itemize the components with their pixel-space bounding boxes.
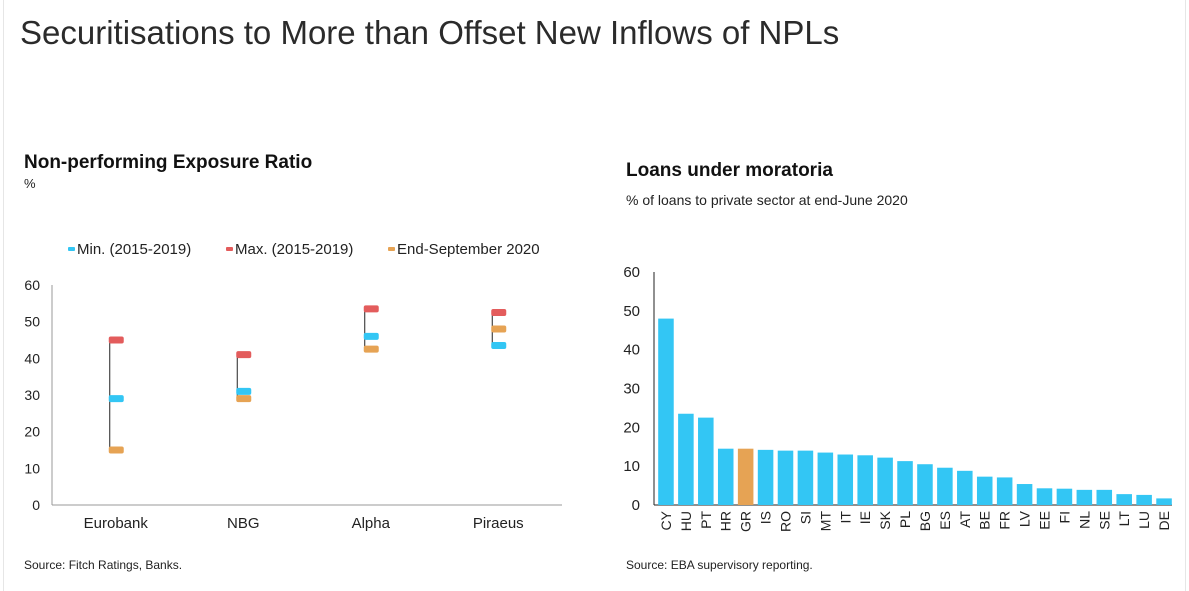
x-tick-label: BG — [917, 511, 933, 531]
page-frame — [3, 0, 1186, 591]
y-tick-label: 10 — [623, 458, 640, 475]
bar-at — [957, 470, 973, 505]
bar-is — [757, 449, 774, 505]
bar-pt — [698, 417, 714, 505]
bar-es — [937, 467, 953, 505]
legend-marker-1 — [226, 247, 233, 251]
x-tick-label: CY — [658, 510, 674, 530]
marker-eurobank-1 — [108, 336, 124, 344]
y-tick-label: 30 — [623, 381, 640, 398]
x-tick-label: FI — [1056, 511, 1072, 523]
marker-eurobank-0 — [108, 395, 124, 403]
npe-chart: 0 10 20 30 40 50 60 Min. (2015-2019) Max. (2015-… — [24, 241, 562, 532]
bar-hr — [717, 448, 734, 505]
bar-fi — [1056, 488, 1073, 505]
y-tick-label: 60 — [24, 277, 40, 293]
marker-nbg-0 — [236, 387, 252, 395]
x-tick-label: SE — [1096, 511, 1112, 530]
x-tick-label: HU — [678, 511, 694, 531]
marker-piraeus-2 — [491, 325, 507, 333]
x-tick-label: AT — [957, 511, 973, 528]
marker-eurobank-2 — [108, 446, 124, 454]
y-tick-label: 0 — [32, 497, 40, 513]
x-tick-label: PL — [897, 511, 913, 528]
marker-nbg-2 — [236, 395, 252, 403]
y-tick-label: 40 — [24, 350, 40, 366]
marker-alpha-0 — [363, 332, 379, 340]
x-tick-label: GR — [738, 511, 754, 532]
x-tick-label: IT — [837, 511, 853, 524]
bar-ie — [857, 455, 873, 505]
bar-sk — [877, 457, 893, 505]
legend-label-2: End-September 2020 — [397, 241, 540, 258]
bar-ro — [777, 450, 794, 505]
x-tick-label: IS — [758, 511, 774, 524]
npe-chart-source: Source: Fitch Ratings, Banks. — [24, 558, 183, 572]
bar-hu — [678, 413, 694, 505]
bar-gr — [737, 448, 754, 505]
y-tick-label: 10 — [24, 460, 40, 476]
x-tick-label: RO — [778, 511, 794, 532]
marker-alpha-2 — [363, 345, 379, 353]
y-tick-label: 40 — [623, 342, 640, 359]
x-tick-label: NL — [1076, 511, 1092, 529]
y-tick-label: 60 — [623, 264, 640, 281]
x-tick-label: NBG — [227, 515, 260, 532]
bar-cy — [658, 318, 674, 505]
bar-lu — [1136, 494, 1152, 505]
x-tick-label: LT — [1116, 511, 1132, 527]
x-tick-label: SK — [877, 510, 893, 529]
x-tick-label: SI — [797, 511, 813, 524]
x-tick-label: HR — [718, 511, 734, 531]
x-tick-label: LV — [1017, 510, 1033, 527]
marker-piraeus-0 — [491, 342, 507, 349]
moratoria-chart-subtitle: % of loans to private sector at end-June… — [626, 192, 908, 208]
bar-mt — [817, 452, 834, 505]
x-tick-label: ES — [937, 511, 953, 530]
bar-de — [1156, 498, 1172, 505]
marker-alpha-1 — [363, 305, 379, 313]
x-tick-label: Alpha — [352, 515, 391, 532]
y-tick-label: 20 — [623, 419, 640, 436]
legend-label-1: Max. (2015-2019) — [235, 241, 353, 258]
x-tick-label: BE — [977, 511, 993, 530]
y-tick-label: 20 — [24, 424, 40, 440]
marker-nbg-1 — [236, 351, 252, 359]
x-tick-label: MT — [817, 511, 833, 532]
y-tick-label: 0 — [632, 497, 640, 514]
moratoria-chart-source: Source: EBA supervisory reporting. — [626, 558, 813, 572]
x-tick-label: Eurobank — [84, 515, 149, 532]
x-tick-label: DE — [1156, 511, 1172, 530]
bar-lv — [1016, 484, 1033, 505]
bar-nl — [1076, 489, 1093, 505]
y-tick-label: 30 — [24, 387, 40, 403]
marker-piraeus-1 — [491, 309, 507, 316]
bar-si — [797, 450, 814, 505]
bar-it — [837, 454, 854, 505]
page-title: Securitisations to More than Offset New … — [20, 14, 840, 51]
bar-fr — [996, 477, 1013, 505]
x-tick-label: EE — [1037, 511, 1053, 530]
bar-bg — [917, 464, 933, 505]
legend-marker-0 — [68, 247, 75, 251]
x-tick-label: FR — [997, 511, 1013, 530]
bar-be — [976, 476, 993, 505]
x-tick-label: IE — [857, 511, 873, 524]
moratoria-chart-title: Loans under moratoria — [626, 160, 833, 181]
bar-lt — [1116, 494, 1132, 505]
legend-marker-2 — [388, 247, 395, 251]
npe-chart-unit: % — [24, 176, 36, 191]
y-tick-label: 50 — [623, 303, 640, 320]
x-tick-label: PT — [698, 511, 714, 529]
bar-ee — [1036, 488, 1053, 505]
bar-se — [1096, 489, 1113, 505]
npe-chart-title: Non-performing Exposure Ratio — [24, 152, 313, 173]
y-tick-label: 50 — [24, 314, 40, 330]
bar-pl — [897, 461, 913, 505]
x-tick-label: LU — [1136, 511, 1152, 529]
legend-label-0: Min. (2015-2019) — [77, 241, 191, 258]
x-tick-label: Piraeus — [473, 515, 524, 532]
